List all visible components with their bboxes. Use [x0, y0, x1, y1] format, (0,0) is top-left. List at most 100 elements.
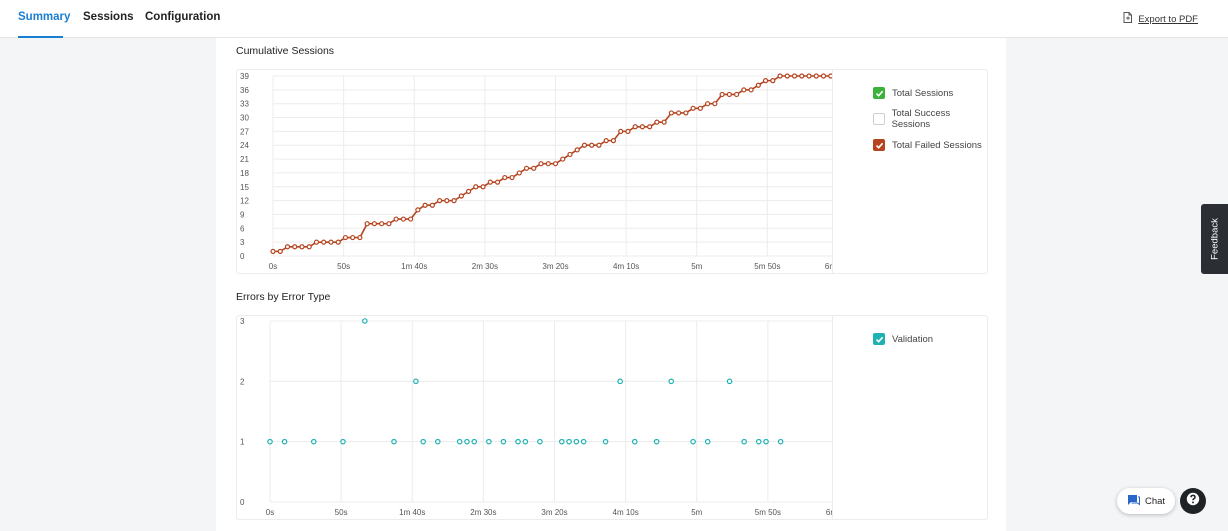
data-point: [574, 147, 580, 153]
data-point: [267, 438, 273, 445]
tab-sessions[interactable]: Sessions: [83, 11, 134, 23]
data-point: [690, 105, 696, 111]
data-point: [799, 73, 805, 79]
chat-label: Chat: [1144, 495, 1166, 507]
data-point: [292, 244, 298, 250]
checkbox-checked-icon[interactable]: [873, 333, 885, 345]
data-point: [690, 438, 696, 445]
data-point: [415, 207, 421, 213]
data-point: [321, 239, 327, 245]
data-point: [537, 438, 543, 445]
y-tick-label: 36: [240, 86, 249, 95]
data-point: [632, 124, 638, 130]
data-point: [306, 244, 312, 250]
checkbox-checked-icon[interactable]: [873, 139, 885, 151]
help-button[interactable]: [1180, 488, 1206, 514]
legend-item-total-sessions[interactable]: Total Sessions: [873, 86, 987, 100]
x-tick-label: 1m 40s: [399, 508, 425, 517]
checkbox-checked-icon[interactable]: [873, 87, 885, 99]
export-label: Export to PDF: [1138, 13, 1198, 25]
legend-label: Validation: [892, 333, 934, 345]
data-point: [422, 202, 428, 208]
data-point: [494, 179, 501, 185]
data-point: [770, 78, 776, 84]
data-point: [531, 165, 537, 171]
data-point: [458, 193, 464, 199]
x-tick-label: 5m 50s: [754, 262, 780, 271]
errors-legend: Validation: [873, 332, 933, 358]
cumulative-sessions-card: 0 3 6 9 12 15 18 21 24 27 30 33 36 39 0s 50s 1m 40s 2m 30…: [236, 69, 988, 274]
data-point: [567, 151, 573, 158]
data-point: [480, 184, 486, 190]
data-point: [456, 438, 463, 445]
legend-item-total-success-sessions[interactable]: Total Success Sessions: [873, 108, 987, 130]
y-tick-label: 30: [240, 114, 249, 123]
data-point: [538, 161, 544, 167]
summary-panel: Cumulative Sessions 0 3 6 9 12 15 18 21 24 27 30 33…: [216, 38, 1006, 531]
feedback-tab[interactable]: Feedback: [1201, 204, 1228, 274]
y-tick-label: 6: [240, 224, 245, 233]
data-point: [581, 142, 588, 148]
y-tick-label: 9: [240, 210, 245, 219]
data-point: [270, 248, 276, 254]
data-point: [465, 188, 472, 194]
cumulative-sessions-legend: Total Sessions Total Success Sessions To…: [873, 86, 987, 164]
data-point: [502, 174, 508, 181]
x-tick-label: 3m 20s: [542, 262, 568, 271]
data-point: [763, 438, 769, 445]
data-point: [820, 73, 827, 79]
data-point: [281, 438, 288, 445]
data-point: [340, 438, 346, 445]
data-point: [310, 438, 317, 445]
data-point: [704, 438, 711, 445]
y-tick-label: 15: [240, 183, 249, 192]
data-point: [589, 142, 595, 148]
data-point: [610, 138, 617, 144]
data-point: [379, 221, 385, 227]
feedback-label: Feedback: [1209, 218, 1220, 260]
data-point: [277, 248, 283, 254]
data-point: [391, 438, 397, 445]
y-tick-label: 18: [240, 169, 249, 178]
data-point: [284, 244, 291, 250]
legend-item-validation[interactable]: Validation: [873, 332, 933, 346]
x-tick-label: 5m: [691, 508, 702, 517]
data-point: [566, 438, 572, 445]
data-point: [523, 165, 530, 171]
data-point: [437, 198, 443, 204]
export-to-pdf-button[interactable]: Export to PDF: [1123, 12, 1198, 26]
data-point: [313, 239, 320, 245]
data-point: [748, 87, 754, 93]
data-point: [451, 198, 457, 204]
legend-item-total-failed-sessions[interactable]: Total Failed Sessions: [873, 138, 987, 152]
errors-by-type-title: Errors by Error Type: [236, 291, 331, 303]
data-point: [362, 318, 368, 324]
tab-summary[interactable]: Summary: [18, 11, 71, 23]
data-point: [580, 438, 587, 445]
y-tick-label: 33: [240, 100, 249, 109]
data-point: [712, 101, 718, 107]
y-tick-label: 3: [240, 238, 245, 247]
data-point: [420, 438, 426, 445]
data-point: [777, 438, 784, 445]
data-point: [364, 221, 370, 227]
x-tick-label: 50s: [335, 508, 348, 517]
data-point: [509, 174, 515, 181]
pdf-file-icon: [1123, 12, 1133, 26]
data-point: [408, 216, 414, 222]
chart-legend-divider: [832, 70, 833, 273]
data-point: [515, 438, 521, 445]
checkbox-unchecked-icon[interactable]: [873, 113, 885, 125]
data-point: [697, 105, 703, 111]
x-tick-label: 50s: [337, 262, 350, 271]
data-point: [705, 101, 711, 107]
data-point: [755, 82, 761, 88]
data-point: [335, 239, 341, 245]
tab-configuration[interactable]: Configuration: [145, 11, 221, 23]
data-point: [762, 78, 769, 84]
data-point: [647, 124, 653, 130]
chat-button[interactable]: Chat: [1117, 488, 1175, 514]
errors-by-type-card: 0 1 2 3 0s 50s 1m 40s 2m 30s 3m 20s 4m 10s 5m 5m 50…: [236, 315, 988, 520]
data-point: [522, 438, 529, 445]
data-point: [429, 202, 435, 208]
